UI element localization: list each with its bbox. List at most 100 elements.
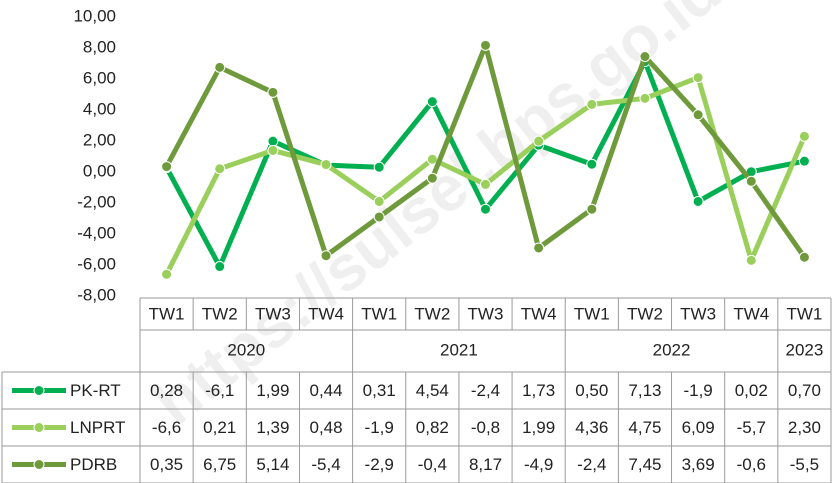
group-label: 2022: [653, 340, 691, 359]
x-tick-label: TW1: [149, 304, 185, 323]
point: [798, 251, 810, 263]
table-value: -1,9: [365, 418, 394, 437]
point: [586, 203, 598, 215]
table-value: -6,6: [152, 418, 181, 437]
point: [745, 254, 757, 266]
point: [533, 135, 545, 147]
point: [480, 203, 491, 215]
x-tick-label: TW3: [680, 304, 716, 323]
point: [586, 158, 598, 170]
table-value: 0,35: [150, 455, 183, 474]
point: [214, 261, 226, 273]
table-value: -0,6: [737, 455, 766, 474]
legend-marker: [33, 422, 45, 433]
table-value: -4,9: [524, 455, 553, 474]
table-value: 0,50: [575, 381, 608, 400]
y-tick-label: -8,00: [77, 285, 116, 304]
x-tick-label: TW3: [468, 304, 504, 323]
x-tick-label: TW4: [521, 304, 557, 323]
table-value: 7,45: [628, 455, 661, 474]
table-value: 6,09: [682, 418, 715, 437]
table-value: 1,99: [256, 381, 289, 400]
table-value: -0,8: [471, 418, 500, 437]
table-value: -2,4: [471, 381, 500, 400]
x-tick-label: TW4: [308, 304, 344, 323]
point: [267, 144, 279, 156]
point: [320, 159, 332, 171]
x-tick-label: TW2: [202, 304, 238, 323]
point: [480, 39, 491, 51]
y-tick-label: -6,00: [77, 254, 116, 273]
point: [373, 211, 385, 223]
point: [373, 161, 385, 173]
table-value: 0,70: [788, 381, 821, 400]
x-tick-label: TW2: [627, 304, 663, 323]
y-tick-label: 0,00: [83, 161, 116, 180]
y-tick-label: 4,00: [83, 99, 116, 118]
legend-marker: [33, 459, 45, 470]
x-tick-label: TW1: [786, 304, 822, 323]
table-value: -6,1: [205, 381, 234, 400]
group-label: 2021: [440, 340, 478, 359]
legend-label: LNPRT: [70, 418, 125, 437]
table-value: 0,28: [150, 381, 183, 400]
table-value: -1,9: [683, 381, 712, 400]
table-value: -2,4: [577, 455, 606, 474]
table-value: 0,31: [363, 381, 396, 400]
point: [161, 268, 173, 280]
x-tick-label: TW1: [574, 304, 610, 323]
point: [798, 130, 810, 142]
table-value: 0,48: [309, 418, 342, 437]
table-value: 5,14: [256, 455, 289, 474]
table-value: 0,21: [203, 418, 236, 437]
table-value: 4,36: [575, 418, 608, 437]
point: [426, 96, 438, 108]
point: [586, 98, 598, 110]
table-value: 3,69: [682, 455, 715, 474]
table-value: 0,82: [416, 418, 449, 437]
point: [267, 135, 279, 147]
y-tick-label: 6,00: [83, 68, 116, 87]
table-value: -5,7: [737, 418, 766, 437]
point: [533, 242, 545, 254]
table-value: -0,4: [418, 455, 447, 474]
table-value: 0,02: [735, 381, 768, 400]
group-label: 2020: [227, 340, 265, 359]
point: [161, 161, 173, 173]
legend-marker: [33, 385, 45, 396]
point: [214, 61, 226, 73]
point: [480, 178, 491, 190]
point: [692, 72, 704, 84]
x-tick-label: TW2: [414, 304, 450, 323]
table-value: 1,73: [522, 381, 555, 400]
point: [798, 155, 810, 167]
y-tick-label: -4,00: [77, 223, 116, 242]
point: [320, 250, 332, 262]
point: [692, 109, 704, 121]
point: [745, 175, 757, 187]
table-value: -2,9: [365, 455, 394, 474]
x-tick-label: TW3: [255, 304, 291, 323]
table-value: 7,13: [628, 381, 661, 400]
point: [639, 92, 651, 104]
x-tick-label: TW4: [733, 304, 769, 323]
x-tick-label: TW1: [361, 304, 397, 323]
y-tick-label: 2,00: [83, 130, 116, 149]
point: [692, 195, 704, 207]
table-value: 0,44: [309, 381, 342, 400]
legend-label: PDRB: [70, 455, 117, 474]
table-value: 1,39: [256, 418, 289, 437]
table-value: 8,17: [469, 455, 502, 474]
table-value: 6,75: [203, 455, 236, 474]
table-value: 4,75: [628, 418, 661, 437]
point: [214, 163, 226, 175]
y-tick-label: 10,00: [73, 6, 116, 25]
table-value: 1,99: [522, 418, 555, 437]
group-label: 2023: [786, 340, 824, 359]
y-tick-label: -2,00: [77, 192, 116, 211]
point: [426, 172, 438, 184]
legend-label: PK-RT: [70, 381, 121, 400]
table-value: -5,4: [311, 455, 340, 474]
point: [373, 195, 385, 207]
